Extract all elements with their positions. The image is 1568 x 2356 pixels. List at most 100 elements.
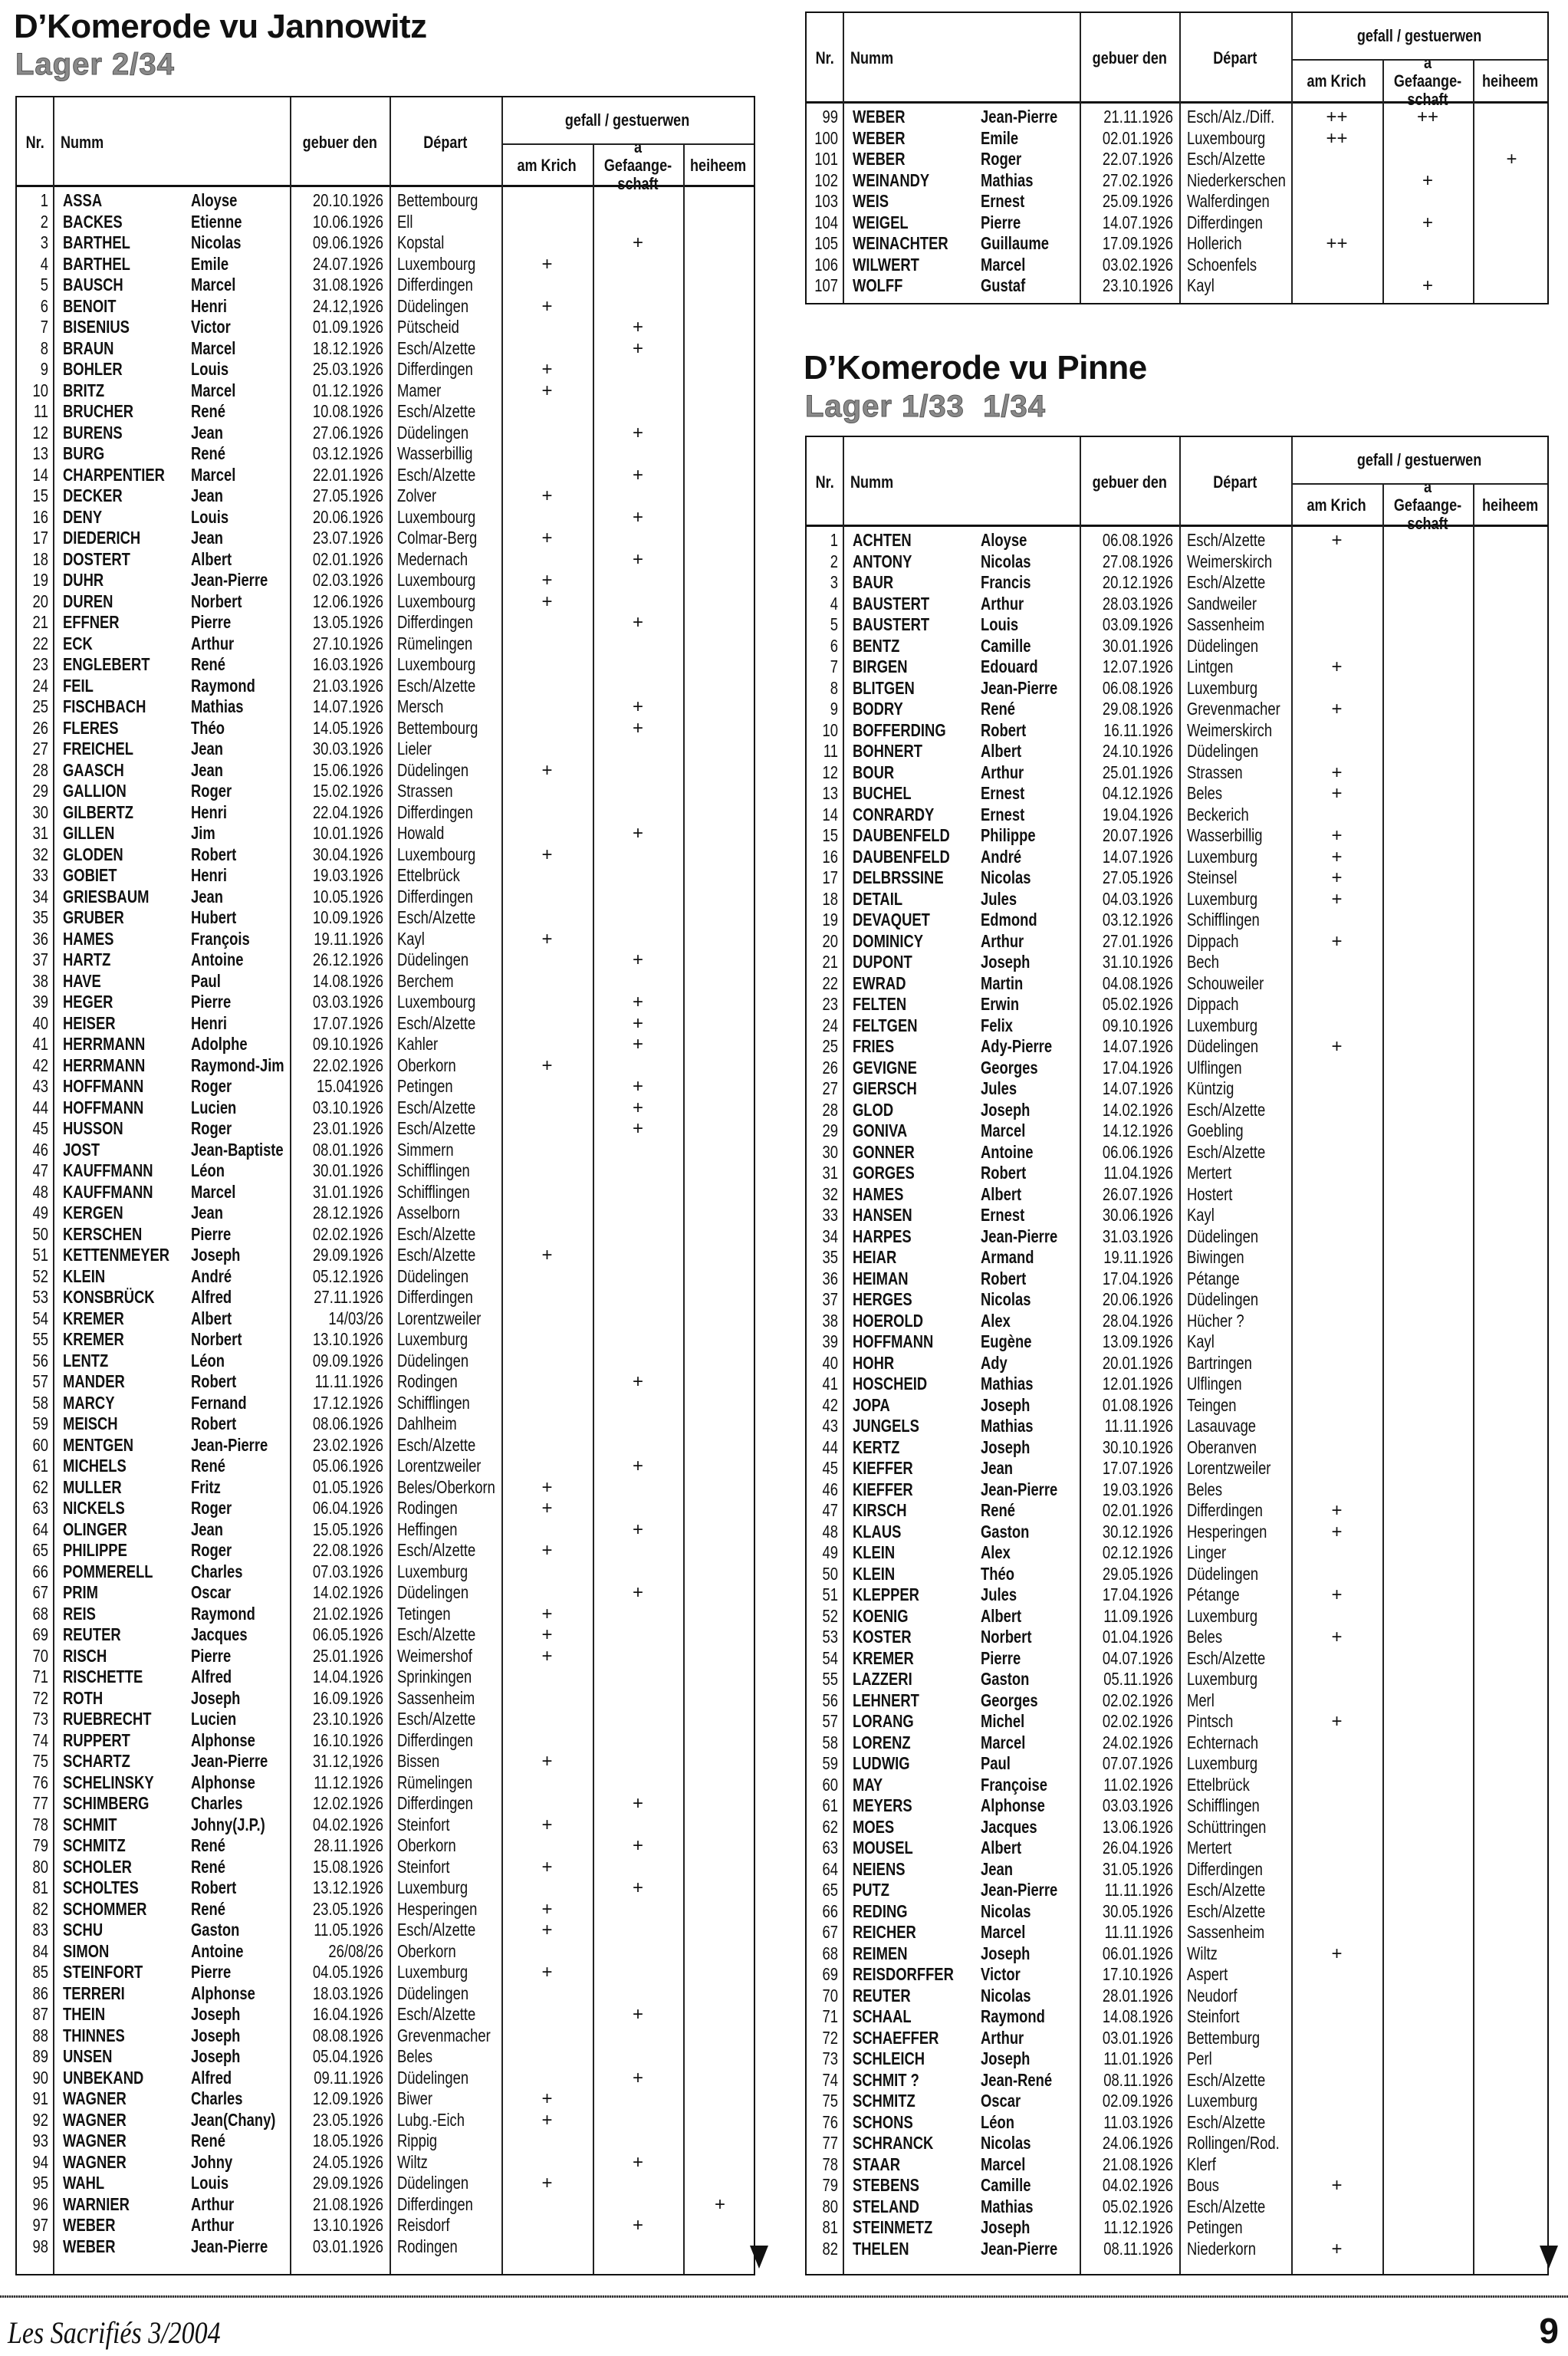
mark-died-at-home xyxy=(1473,1142,1550,1163)
column-divider xyxy=(843,437,844,2274)
departure-place: Esch/Alzette xyxy=(397,2004,476,2024)
birth-date: 17.10.1926 xyxy=(1102,1964,1173,1984)
row-number: 19 xyxy=(822,910,838,930)
departure-place: Differdingen xyxy=(397,1729,473,1750)
first-name: Joseph xyxy=(981,1099,1031,1120)
mark-died-at-home xyxy=(683,907,757,929)
birth-date: 28.04.1926 xyxy=(1102,1310,1173,1331)
departure-place: Kahler xyxy=(397,1034,439,1054)
mark-fallen-in-war: + xyxy=(1331,888,1343,910)
departure-place: Düdelingen xyxy=(1187,1226,1259,1246)
mark-died-in-captivity xyxy=(1382,1100,1473,1121)
birth-date: 31.05.1926 xyxy=(1102,1858,1173,1879)
mark-died-at-home xyxy=(683,1160,757,1182)
surname: KOSTER xyxy=(853,1627,912,1647)
mark-died-at-home xyxy=(683,2215,757,2236)
departure-place: Niederkorn xyxy=(1187,2238,1256,2259)
mark-died-in-captivity: + xyxy=(632,992,643,1012)
column-divider xyxy=(1080,13,1081,303)
departure-place: Petingen xyxy=(397,1076,453,1096)
header-born: gebuer den xyxy=(1080,13,1179,104)
mark-fallen-in-war: + xyxy=(541,1898,553,1920)
departure-place: Linger xyxy=(1187,1542,1227,1562)
surname: WEIGEL xyxy=(853,212,909,232)
first-name: Léon xyxy=(191,1350,225,1370)
surname: REUTER xyxy=(63,1624,121,1644)
departure-place: Hesperingen xyxy=(1187,1521,1267,1542)
row-number: 31 xyxy=(32,823,48,843)
mark-died-in-captivity xyxy=(1382,2196,1473,2218)
row-number: 50 xyxy=(822,1563,838,1584)
mark-died-in-captivity xyxy=(593,1815,683,1836)
birth-date: 05.02.1926 xyxy=(1102,2196,1173,2216)
first-name: Jean xyxy=(981,1858,1013,1879)
row-number: 15 xyxy=(32,485,48,505)
surname: RISCH xyxy=(63,1645,107,1666)
mark-died-in-captivity xyxy=(593,212,683,233)
birth-date: 30.12.1926 xyxy=(1102,1521,1173,1542)
departure-place: Differdingen xyxy=(397,2193,473,2214)
mark-died-in-captivity xyxy=(1382,847,1473,868)
birth-date: 11.11.1926 xyxy=(1104,1416,1173,1436)
mark-fallen-in-war xyxy=(1291,2196,1382,2218)
surname: SCHLEICH xyxy=(853,2048,925,2068)
mark-died-in-captivity xyxy=(593,1561,683,1583)
table-row: 92 WAGNER Jean(Chany) 23.05.1926 Lubg.-Eich + xyxy=(17,2110,754,2131)
birth-date: 31.01.1926 xyxy=(312,1181,383,1202)
header-name: Numm xyxy=(850,437,902,527)
mark-fallen-in-war xyxy=(1291,1606,1382,1627)
mark-died-at-home xyxy=(683,2236,757,2258)
mark-fallen-in-war xyxy=(501,1435,593,1456)
birth-date: 23.05.1926 xyxy=(312,2109,383,2130)
mark-fallen-in-war xyxy=(501,1076,593,1097)
mark-fallen-in-war xyxy=(1291,1690,1382,1712)
surname: BARTHEL xyxy=(63,253,130,274)
birth-date: 06.01.1926 xyxy=(1102,1943,1173,1963)
mark-died-in-captivity xyxy=(593,1646,683,1667)
departure-place: Oberkorn xyxy=(397,1055,456,1075)
surname: GEVIGNE xyxy=(853,1057,917,1078)
mark-died-in-captivity xyxy=(1382,805,1473,826)
mark-died-at-home xyxy=(1473,847,1550,868)
table-row: 36 HEIMAN Robert 17.04.1926 Pétange xyxy=(807,1268,1547,1290)
departure-place: Neudorf xyxy=(1187,1985,1238,2006)
mark-died-in-captivity xyxy=(1382,2048,1473,2070)
first-name: Robert xyxy=(191,1413,237,1433)
mark-fallen-in-war: + xyxy=(1331,1036,1343,1057)
mark-died-in-captivity xyxy=(593,1604,683,1625)
birth-date: 13.10.1926 xyxy=(312,2215,383,2235)
mark-died-in-captivity xyxy=(593,802,683,824)
mark-died-in-captivity xyxy=(593,2025,683,2047)
header-group-fallen-label: gefall / gestuerwen xyxy=(1356,26,1482,45)
table-row: 63 NICKELS Roger 06.04.1926 Rodingen + xyxy=(17,1498,754,1519)
departure-place: Esch/Alzette xyxy=(1187,149,1266,169)
row-number: 103 xyxy=(814,191,838,211)
birth-date: 31.08.1926 xyxy=(312,275,383,294)
surname: GONNER xyxy=(853,1141,915,1162)
surname: BRUCHER xyxy=(63,401,133,421)
header-captivity: a Gefaange-schaft xyxy=(1382,54,1473,109)
table-row: 36 HAMES François 19.11.1926 Kayl + xyxy=(17,929,754,950)
row-number: 6 xyxy=(40,295,48,316)
surname: SCHONS xyxy=(853,2111,913,2132)
birth-date: 22.02.1926 xyxy=(312,1055,383,1075)
first-name: Mathias xyxy=(981,169,1034,190)
mark-died-at-home xyxy=(683,887,757,908)
mark-fallen-in-war xyxy=(501,1582,593,1604)
surname: BARTHEL xyxy=(63,232,130,252)
header-group-fallen: gefall / gestuerwen xyxy=(501,97,754,143)
table-row: 15 DECKER Jean 27.05.1926 Zolver + xyxy=(17,485,754,507)
surname: KLEIN xyxy=(63,1265,106,1286)
table-row: 41 HOSCHEID Mathias 12.01.1926 Ulflingen xyxy=(807,1374,1547,1395)
mark-died-at-home xyxy=(1473,1226,1550,1248)
birth-date: 05.04.1926 xyxy=(312,2046,383,2066)
birth-date: 30.04.1926 xyxy=(312,844,383,864)
birth-date: 11.11.1926 xyxy=(314,1371,383,1391)
surname: KLAUS xyxy=(853,1521,902,1542)
row-number: 57 xyxy=(32,1371,48,1391)
birth-date: 14.07.1926 xyxy=(1102,846,1173,867)
birth-date: 02.02.1926 xyxy=(312,1223,383,1244)
first-name: René xyxy=(191,443,225,463)
mark-died-at-home xyxy=(1473,741,1550,762)
first-name: Jean xyxy=(191,1203,223,1222)
